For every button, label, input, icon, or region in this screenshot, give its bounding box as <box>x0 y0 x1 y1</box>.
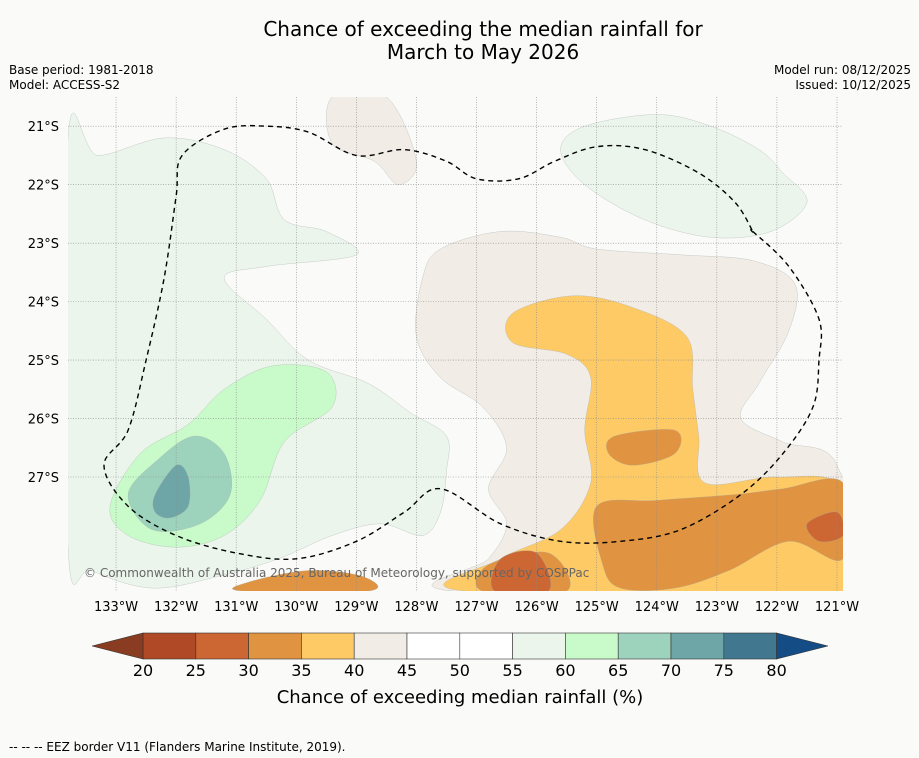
model-run-date: Model run: 08/12/2025 <box>773 63 911 77</box>
colorbar-swatch <box>723 632 777 660</box>
copyright-notice: © Commonwealth of Australia 2025, Bureau… <box>84 566 589 580</box>
latitude-label: 26°S <box>28 413 59 428</box>
colorbar-tick-label: 50 <box>450 661 470 680</box>
longitude-label: 127°W <box>454 600 498 615</box>
colorbar-swatch <box>301 632 355 660</box>
longitude-label: 128°W <box>394 600 438 615</box>
title-line-1: Chance of exceeding the median rainfall … <box>263 17 703 41</box>
eez-footnote: -- -- -- EEZ border V11 (Flanders Marine… <box>9 740 346 754</box>
latitude-labels: 21°S 22°S 23°S 24°S 25°S 26°S 27°S <box>28 120 59 486</box>
latitude-label: 23°S <box>28 237 59 252</box>
zone-dry-south-orange <box>232 570 379 591</box>
colorbar <box>91 632 829 660</box>
colorbar-tick-label: 55 <box>502 661 522 680</box>
latitude-label: 24°S <box>28 296 59 311</box>
colorbar-swatch <box>248 632 302 660</box>
colorbar-tick-label: 75 <box>714 661 734 680</box>
zone-wet-north-east <box>560 114 808 239</box>
title-line-2: March to May 2026 <box>386 40 580 64</box>
colorbar-swatch <box>512 632 566 660</box>
colorbar-tick-label: 60 <box>555 661 575 680</box>
longitude-label: 122°W <box>755 600 799 615</box>
colorbar-high-extend <box>776 632 829 660</box>
probability-zones <box>68 97 843 591</box>
colorbar-swatch <box>617 632 672 660</box>
longitude-label: 121°W <box>815 600 859 615</box>
colorbar-tick-label: 25 <box>186 661 206 680</box>
zone-dry-mid-orange <box>606 429 682 466</box>
colorbar-swatch <box>406 632 461 660</box>
longitude-label: 133°W <box>94 600 138 615</box>
model-name: Model: ACCESS-S2 <box>9 78 121 92</box>
base-period: Base period: 1981-2018 <box>9 63 154 77</box>
colorbar-tick-label: 30 <box>238 661 258 680</box>
colorbar-tick-label: 80 <box>766 661 786 680</box>
latitude-label: 22°S <box>28 179 59 194</box>
longitude-label: 131°W <box>214 600 258 615</box>
colorbar-ticks: 20 25 30 35 40 45 50 55 60 65 70 75 80 <box>133 661 787 680</box>
run-info: Model run: 08/12/2025 Issued: 10/12/2025 <box>774 63 911 93</box>
longitude-label: 123°W <box>695 600 739 615</box>
colorbar-title: Chance of exceeding median rainfall (%) <box>277 687 644 708</box>
colorbar-swatch <box>459 632 513 660</box>
colorbar-tick-label: 40 <box>344 661 364 680</box>
map-title: Chance of exceeding the median rainfall … <box>0 18 919 64</box>
longitude-label: 124°W <box>635 600 679 615</box>
longitude-label: 126°W <box>515 600 559 615</box>
longitude-label: 125°W <box>575 600 619 615</box>
zone-dry-deep-east <box>806 511 843 543</box>
latitude-label: 21°S <box>28 120 59 135</box>
colorbar-tick-label: 65 <box>608 661 628 680</box>
colorbar-low-extend <box>91 632 144 660</box>
issued-date: Issued: 10/12/2025 <box>795 78 911 92</box>
zone-dry-east-orange <box>593 478 843 591</box>
latitude-label: 25°S <box>28 354 59 369</box>
longitude-label: 130°W <box>274 600 318 615</box>
longitude-label: 129°W <box>334 600 378 615</box>
colorbar-swatch <box>565 632 619 660</box>
graticule <box>68 97 843 591</box>
longitude-labels: 133°W 132°W 131°W 130°W 129°W 128°W 127°W 126°W… <box>94 600 859 615</box>
colorbar-tick-label: 45 <box>397 661 417 680</box>
zone-dry-deep-south <box>490 550 552 591</box>
colorbar-swatch <box>670 632 725 660</box>
colorbar-tick-label: 35 <box>291 661 311 680</box>
model-info: Base period: 1981-2018 Model: ACCESS-S2 <box>9 63 154 93</box>
colorbar-swatch <box>142 632 197 660</box>
latitude-label: 27°S <box>28 471 59 486</box>
colorbar-swatch <box>195 632 249 660</box>
colorbar-tick-label: 20 <box>133 661 153 680</box>
longitude-label: 132°W <box>154 600 198 615</box>
colorbar-tick-label: 70 <box>661 661 681 680</box>
colorbar-swatch <box>353 632 408 660</box>
